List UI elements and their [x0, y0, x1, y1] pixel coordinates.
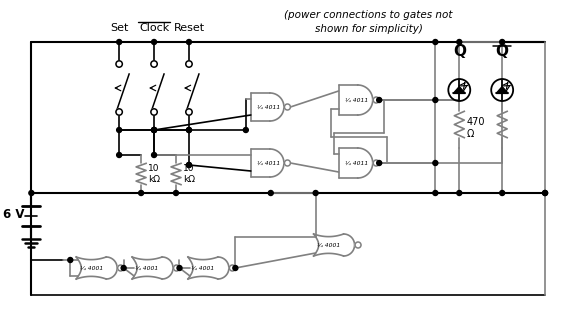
Circle shape [500, 191, 505, 196]
Text: 10
kΩ: 10 kΩ [183, 164, 195, 184]
Circle shape [117, 39, 122, 45]
Circle shape [151, 109, 157, 115]
Circle shape [433, 191, 438, 196]
Circle shape [116, 61, 122, 67]
Text: ¼ 4011: ¼ 4011 [257, 161, 280, 166]
Circle shape [29, 191, 34, 196]
Text: ¼ 4001: ¼ 4001 [317, 242, 340, 247]
Circle shape [186, 127, 192, 132]
Circle shape [152, 39, 157, 45]
Text: ¼ 4001: ¼ 4001 [136, 265, 158, 271]
Text: 6 V: 6 V [3, 209, 24, 222]
Circle shape [177, 265, 182, 271]
Circle shape [117, 153, 122, 157]
Circle shape [152, 127, 157, 132]
Circle shape [117, 127, 122, 132]
Circle shape [152, 153, 157, 157]
Circle shape [186, 162, 192, 167]
Circle shape [118, 265, 124, 271]
Circle shape [186, 39, 192, 45]
Circle shape [173, 191, 178, 196]
Circle shape [543, 191, 547, 196]
Circle shape [186, 61, 192, 67]
Circle shape [116, 109, 122, 115]
Polygon shape [453, 86, 465, 93]
Circle shape [173, 265, 180, 271]
Text: ¼ 4001: ¼ 4001 [191, 265, 214, 271]
Text: Clock: Clock [139, 23, 169, 33]
Circle shape [500, 39, 505, 45]
Circle shape [543, 191, 547, 196]
Text: Q: Q [496, 45, 509, 60]
Circle shape [457, 191, 462, 196]
Circle shape [229, 265, 235, 271]
Circle shape [243, 127, 248, 132]
Text: ¼ 4011: ¼ 4011 [345, 98, 368, 103]
Circle shape [433, 39, 438, 45]
Circle shape [152, 127, 157, 132]
Text: Q: Q [453, 45, 466, 60]
Circle shape [151, 61, 157, 67]
Circle shape [313, 191, 318, 196]
Circle shape [284, 160, 291, 166]
Text: 470
Ω: 470 Ω [466, 117, 484, 139]
Text: ¼ 4001: ¼ 4001 [80, 265, 103, 271]
Circle shape [377, 98, 382, 103]
Text: Set: Set [110, 23, 128, 33]
Polygon shape [496, 86, 508, 93]
Circle shape [233, 265, 238, 271]
Circle shape [186, 162, 192, 167]
Circle shape [433, 161, 438, 166]
Circle shape [355, 242, 361, 248]
Circle shape [152, 127, 157, 132]
Circle shape [284, 104, 291, 110]
Circle shape [186, 109, 192, 115]
Circle shape [433, 98, 438, 103]
Text: (power connections to gates not
shown for simplicity): (power connections to gates not shown fo… [284, 10, 453, 34]
Circle shape [186, 127, 192, 132]
Circle shape [373, 97, 379, 103]
Circle shape [138, 191, 144, 196]
Circle shape [152, 127, 157, 132]
Circle shape [121, 265, 126, 271]
Circle shape [67, 258, 73, 263]
Text: Reset: Reset [173, 23, 205, 33]
Text: ¼ 4011: ¼ 4011 [345, 161, 368, 166]
Circle shape [373, 160, 379, 166]
Circle shape [377, 161, 382, 166]
Text: 10
kΩ: 10 kΩ [148, 164, 160, 184]
Circle shape [268, 191, 273, 196]
Text: ¼ 4011: ¼ 4011 [257, 104, 280, 109]
Circle shape [457, 39, 462, 45]
